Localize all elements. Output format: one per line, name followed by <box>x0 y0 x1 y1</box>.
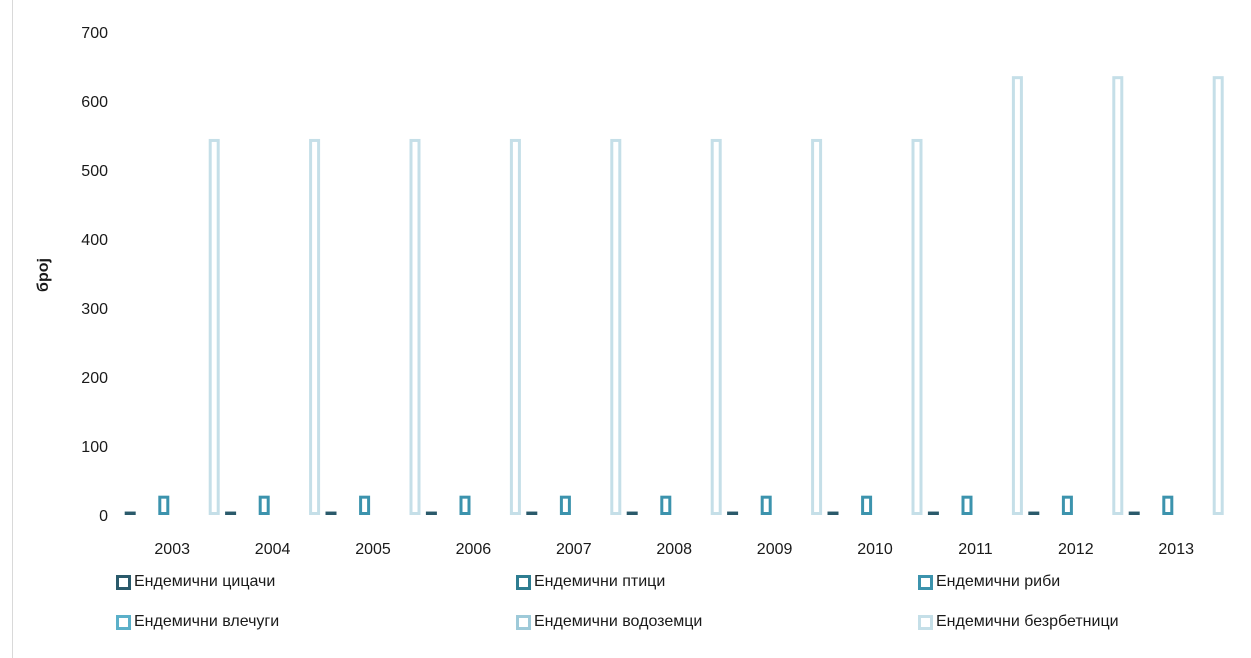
bar-Ендемични-риби-2012 <box>1061 495 1073 515</box>
legend-swatch <box>516 614 531 630</box>
legend-item: Ендемични птици <box>516 573 665 591</box>
bar-Ендемични-цицачи-2010 <box>827 511 839 515</box>
y-axis-label: број <box>35 258 52 292</box>
bar-Ендемични-риби-2009 <box>760 495 772 515</box>
x-tick-label: 2005 <box>355 541 391 558</box>
legend-label: Ендемични безрбетници <box>936 613 1119 630</box>
bar-Ендемични-риби-2004 <box>258 495 270 515</box>
y-tick-label: 600 <box>81 94 108 111</box>
y-tick-label: 700 <box>81 25 108 42</box>
left-border <box>12 0 13 658</box>
legend-label: Ендемични влечуги <box>134 613 280 630</box>
legend-item: Ендемични влечуги <box>116 613 279 631</box>
bar-Ендемични-цицачи-2012 <box>1028 511 1040 515</box>
bar-Ендемични-риби-2003 <box>158 495 170 515</box>
bar-Ендемични-безрбетници-2007 <box>610 138 622 515</box>
legend-swatch <box>516 574 531 590</box>
x-tick-label: 2009 <box>757 541 793 558</box>
legend-label: Ендемични птици <box>534 573 666 590</box>
legend-item: Ендемични риби <box>918 573 1060 591</box>
bar-Ендемични-безрбетници-2006 <box>509 138 521 515</box>
bar-Ендемични-безрбетници-2010 <box>911 138 923 515</box>
bar-Ендемични-риби-2008 <box>660 495 672 515</box>
bar-Ендемични-цицачи-2013 <box>1128 511 1140 515</box>
legend-swatch <box>918 614 933 630</box>
x-tick-label: 2006 <box>456 541 492 558</box>
bar-Ендемични-цицачи-2011 <box>927 511 939 515</box>
y-tick-label: 500 <box>81 163 108 180</box>
y-tick-label: 100 <box>81 439 108 456</box>
bar-Ендемични-цицачи-2003 <box>124 511 136 515</box>
legend-swatch <box>116 574 131 590</box>
bar-Ендемични-риби-2007 <box>559 495 571 515</box>
x-tick-label: 2007 <box>556 541 592 558</box>
legend-label: Ендемични водоземци <box>534 613 703 630</box>
x-axis-ticks: 2003 2004 2005 2006 2007 2008 2009 2010 2011 2012… <box>154 541 1194 558</box>
bar-Ендемични-безрбетници-2009 <box>811 138 823 515</box>
bar-Ендемични-безрбетници-2012 <box>1112 76 1124 515</box>
bar-Ендемични-цицачи-2007 <box>526 511 538 515</box>
bar-Ендемични-риби-2013 <box>1162 495 1174 515</box>
x-tick-label: 2004 <box>255 541 291 558</box>
y-tick-label: 200 <box>81 370 108 387</box>
bar-Ендемични-цицачи-2009 <box>727 511 739 515</box>
bar-Ендемични-риби-2005 <box>359 495 371 515</box>
bar-Ендемични-безрбетници-2008 <box>710 138 722 515</box>
bar-Ендемични-безрбетници-2004 <box>309 138 321 515</box>
bar-Ендемични-безрбетници-2005 <box>409 138 421 515</box>
x-tick-label: 2003 <box>154 541 190 558</box>
legend-swatch <box>918 574 933 590</box>
y-tick-label: 300 <box>81 301 108 318</box>
legend-item: Ендемични цицачи <box>116 573 275 591</box>
y-axis-ticks: 0 100 200 300 400 500 600 700 <box>81 25 108 525</box>
x-tick-label: 2008 <box>656 541 692 558</box>
x-tick-label: 2013 <box>1158 541 1194 558</box>
bar-Ендемични-цицачи-2008 <box>626 511 638 515</box>
bar-Ендемични-риби-2011 <box>961 495 973 515</box>
legend-swatch <box>116 614 131 630</box>
legend: Ендемични цицачи Ендемични птици Ендемични… <box>0 566 1251 646</box>
bar-Ендемични-цицачи-2005 <box>325 511 337 515</box>
bar-Ендемични-риби-2010 <box>861 495 873 515</box>
legend-item: Ендемични безрбетници <box>918 613 1119 631</box>
bar-Ендемични-безрбетници-2013 <box>1212 76 1224 515</box>
bar-Ендемични-цицачи-2006 <box>425 511 437 515</box>
bar-Ендемични-риби-2006 <box>459 495 471 515</box>
bar-Ендемични-безрбетници-2011 <box>1011 76 1023 515</box>
x-tick-label: 2011 <box>958 541 993 558</box>
bar-Ендемични-безрбетници-2003 <box>208 138 220 515</box>
y-tick-label: 400 <box>81 232 108 249</box>
y-tick-label: 0 <box>99 508 108 525</box>
legend-label: Ендемични риби <box>936 573 1061 590</box>
x-tick-label: 2010 <box>857 541 893 558</box>
legend-item: Ендемични водоземци <box>516 613 702 631</box>
x-tick-label: 2012 <box>1058 541 1094 558</box>
bar-Ендемични-цицачи-2004 <box>225 511 237 515</box>
bars <box>124 76 1224 515</box>
legend-label: Ендемични цицачи <box>134 573 276 590</box>
